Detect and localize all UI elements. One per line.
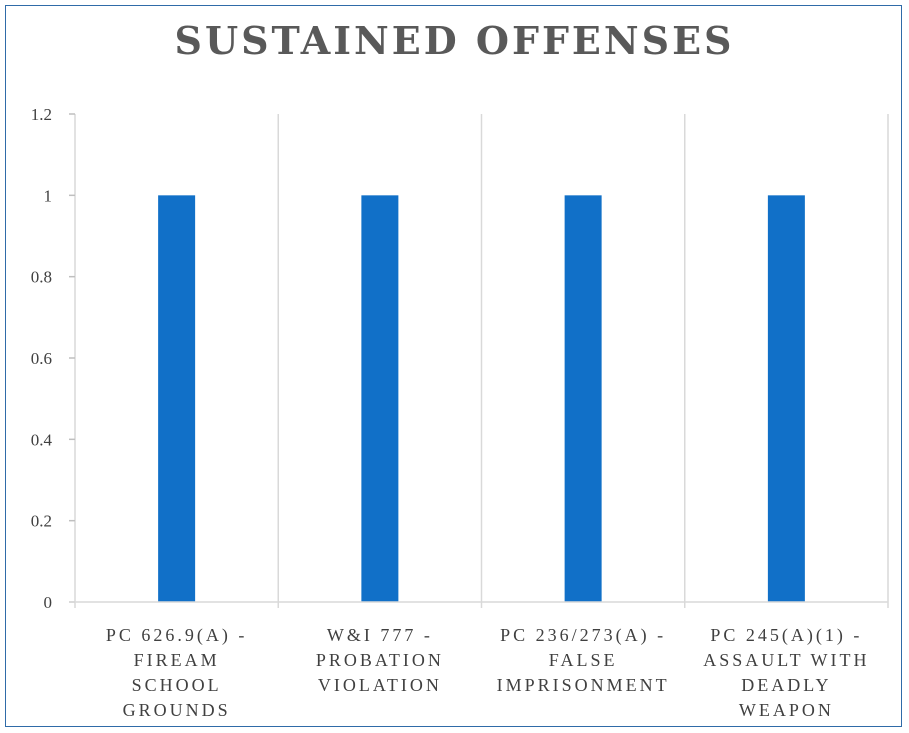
x-category-label: IMPRISONMENT (497, 675, 670, 695)
y-tick-label: 0.2 (31, 512, 52, 531)
x-category-label: WEAPON (739, 700, 834, 720)
y-tick-label: 1 (44, 186, 53, 205)
chart-frame (5, 5, 902, 727)
bar (564, 195, 602, 603)
bar (767, 195, 805, 603)
x-category-label: DEADLY (741, 675, 831, 695)
y-tick-label: 1.2 (31, 105, 52, 124)
x-category-label: W&I 777 - (327, 625, 433, 645)
x-category-label: ASSAULT WITH (703, 650, 869, 670)
y-tick-label: 0.6 (31, 349, 52, 368)
x-category-label: FALSE (549, 650, 618, 670)
x-category-label: PC 236/273(A) - (500, 625, 666, 646)
y-tick-label: 0.8 (31, 268, 52, 287)
bar (361, 195, 399, 603)
x-category-label: PROBATION (316, 650, 444, 670)
x-category-label: PC 626.9(A) - (106, 625, 248, 646)
x-category-label: SCHOOL (132, 675, 222, 695)
x-category-label: FIREAM (134, 650, 220, 670)
y-tick-label: 0 (44, 593, 53, 612)
bar (158, 195, 196, 603)
chart-title: SUSTAINED OFFENSES (174, 18, 735, 63)
x-category-label: VIOLATION (318, 675, 442, 695)
x-category-label: PC 245(A)(1) - (710, 625, 862, 646)
y-tick-label: 0.4 (31, 430, 53, 449)
x-category-label: GROUNDS (123, 700, 231, 720)
